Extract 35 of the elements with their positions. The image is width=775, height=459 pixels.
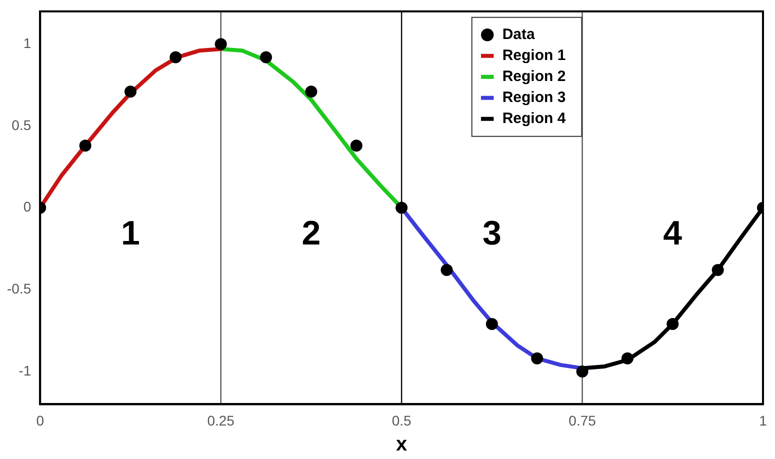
point	[440, 264, 453, 276]
x-tick-label: 0	[36, 412, 44, 428]
point	[350, 140, 362, 152]
point	[124, 86, 136, 98]
x-tick-label: 0.5	[392, 412, 412, 428]
y-tick-label: 0.5	[12, 116, 32, 133]
y-tick-label: -1	[18, 362, 32, 378]
x-tick-label: 0.75	[568, 412, 596, 428]
annotation: 1	[121, 214, 140, 253]
x-tick-label: 1	[759, 412, 768, 428]
point	[305, 86, 318, 98]
point	[576, 365, 588, 378]
point	[214, 38, 227, 50]
point	[170, 51, 182, 64]
annotation: 3	[482, 214, 502, 253]
point	[396, 202, 408, 214]
legend-label: Data	[502, 26, 536, 44]
point	[486, 318, 498, 330]
y-tick-label: -0.5	[7, 280, 32, 296]
point	[79, 140, 92, 152]
legend-label: Region 3	[502, 89, 566, 106]
annotation: 2	[302, 214, 321, 253]
legend-label: Region 2	[502, 68, 566, 86]
legend-label: Region 1	[502, 47, 566, 64]
point	[260, 51, 272, 64]
point	[531, 352, 544, 364]
point	[712, 264, 724, 276]
y-tick-label: 1	[23, 34, 32, 51]
annotation: 4	[663, 214, 682, 253]
point	[666, 318, 679, 330]
x-axis-title: x	[396, 434, 408, 456]
x-tick-label: 0.25	[207, 412, 235, 428]
y-tick-label: 0	[23, 198, 32, 215]
point	[621, 352, 634, 364]
legend-label: Region 4	[502, 110, 566, 128]
